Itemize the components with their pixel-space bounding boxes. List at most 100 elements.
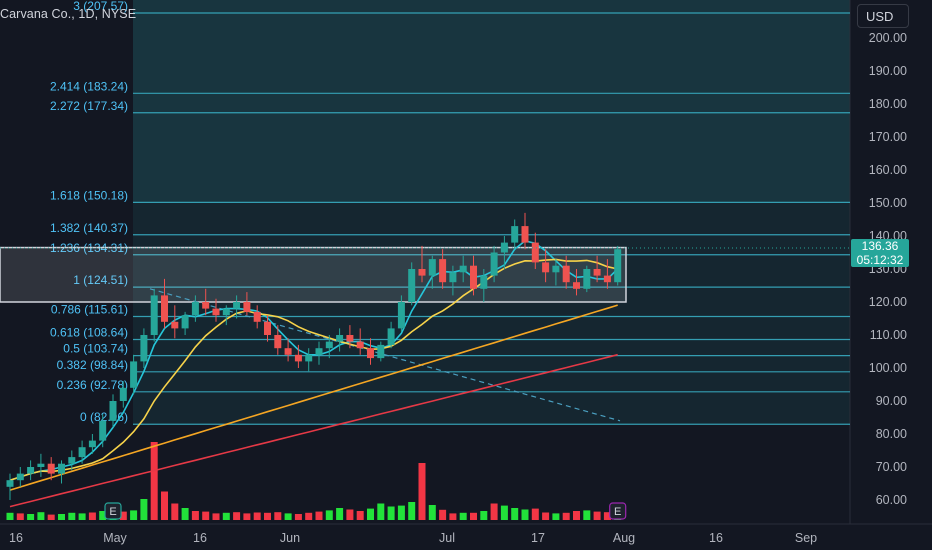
candle-body: [377, 344, 385, 359]
candle-body: [294, 354, 302, 362]
volume-bar: [552, 513, 560, 520]
volume-bar: [603, 512, 611, 520]
price-tick-label: 150.00: [869, 196, 907, 210]
earnings-marker-label: E: [109, 506, 116, 518]
price-tick-label: 190.00: [869, 64, 907, 78]
fib-label: 2.414 (183.24): [50, 79, 128, 93]
candle-body: [490, 252, 498, 276]
candle-body: [78, 447, 86, 458]
volume-bar: [181, 508, 189, 520]
bar-countdown: 05:12:32: [856, 253, 904, 267]
fib-label: 0.5 (103.74): [63, 342, 128, 356]
volume-bar: [593, 511, 601, 520]
last-price-tag: 136.36 05:12:32: [851, 239, 909, 267]
fib-zone-upper: [133, 0, 850, 203]
candle-body: [531, 242, 539, 263]
volume-bar: [47, 514, 55, 520]
candle-body: [243, 302, 251, 312]
fib-label: 0.618 (108.64): [50, 325, 128, 339]
volume-bar: [531, 508, 539, 520]
volume-bar: [88, 512, 96, 520]
candle-body: [397, 302, 405, 329]
volume-bar: [562, 512, 570, 520]
candle-body: [408, 269, 416, 302]
price-tick-label: 60.00: [876, 493, 907, 507]
fib-zone-lower: [133, 202, 850, 425]
candle-body: [439, 259, 447, 283]
time-tick-label: 17: [531, 531, 545, 545]
time-tick-label: 16: [709, 531, 723, 545]
volume-bar: [490, 503, 498, 520]
candle-body: [150, 295, 158, 335]
candle-body: [99, 420, 107, 441]
volume-bar: [408, 502, 416, 520]
candle-body: [573, 282, 580, 289]
volume-bar: [202, 511, 210, 520]
earnings-marker: [104, 502, 122, 520]
volume-bar: [191, 511, 199, 520]
volume-bar: [356, 511, 364, 520]
consolidation-box: [0, 246, 627, 303]
candle-body: [130, 361, 138, 388]
volume-bar: [315, 511, 323, 520]
fib-label: 1.382 (140.37): [50, 221, 128, 235]
volume-bar: [78, 513, 86, 520]
volume-bar: [222, 512, 230, 520]
candle-body: [325, 341, 333, 349]
volume-bar: [130, 510, 138, 520]
ma-yellow-line: [9, 258, 618, 481]
candle-body: [58, 463, 65, 474]
candle-body: [542, 262, 550, 273]
volume-bar: [99, 511, 107, 520]
candle-body: [109, 401, 117, 421]
volume-bar: [500, 505, 508, 520]
volume-bar: [583, 510, 591, 520]
volume-bar: [470, 512, 477, 520]
volume-bar: [294, 514, 302, 520]
fib-label: 0.786 (115.61): [51, 302, 128, 316]
candle-body: [27, 467, 35, 474]
candle-body: [233, 302, 241, 309]
candle-body: [171, 321, 179, 329]
time-tick-label: Jun: [280, 531, 300, 545]
candle-body: [367, 348, 374, 359]
candle-body: [202, 302, 210, 309]
candle-body: [480, 275, 488, 289]
volume-bar: [253, 512, 261, 520]
volume-bar: [573, 511, 580, 520]
candle-body: [459, 265, 467, 273]
currency-button[interactable]: USD: [857, 4, 909, 28]
ma-red-line: [9, 353, 618, 508]
price-tick-label: 200.00: [869, 31, 907, 45]
fib-label: 1 (124.51): [73, 273, 128, 287]
time-tick-label: Sep: [795, 531, 817, 545]
candle-body: [511, 226, 519, 243]
candle-body: [428, 259, 436, 276]
candle-body: [449, 272, 457, 283]
volume-bar: [58, 514, 65, 520]
price-tick-label: 110.00: [870, 328, 907, 342]
volume-bar: [233, 512, 241, 520]
volume-bar: [367, 508, 374, 520]
volume-bar: [305, 512, 313, 520]
candle-body: [37, 463, 45, 467]
time-tick-label: May: [103, 531, 127, 545]
candle-body: [191, 302, 199, 316]
candle-body: [181, 315, 189, 329]
time-tick-label: 16: [193, 531, 207, 545]
volume-bar: [140, 499, 148, 520]
earnings-marker: [609, 502, 627, 520]
candle-body: [356, 341, 364, 349]
price-tick-label: 120.00: [869, 295, 907, 309]
ma-orange-line: [9, 304, 618, 491]
candle-body: [521, 226, 529, 243]
candle-body: [274, 335, 282, 349]
candle-body: [562, 265, 570, 283]
volume-bar: [119, 511, 127, 520]
volume-bar: [171, 503, 179, 520]
fib-label: 1.618 (150.18): [50, 188, 128, 202]
candle-body: [6, 480, 14, 487]
volume-bar: [459, 512, 467, 520]
volume-bar: [542, 512, 550, 520]
